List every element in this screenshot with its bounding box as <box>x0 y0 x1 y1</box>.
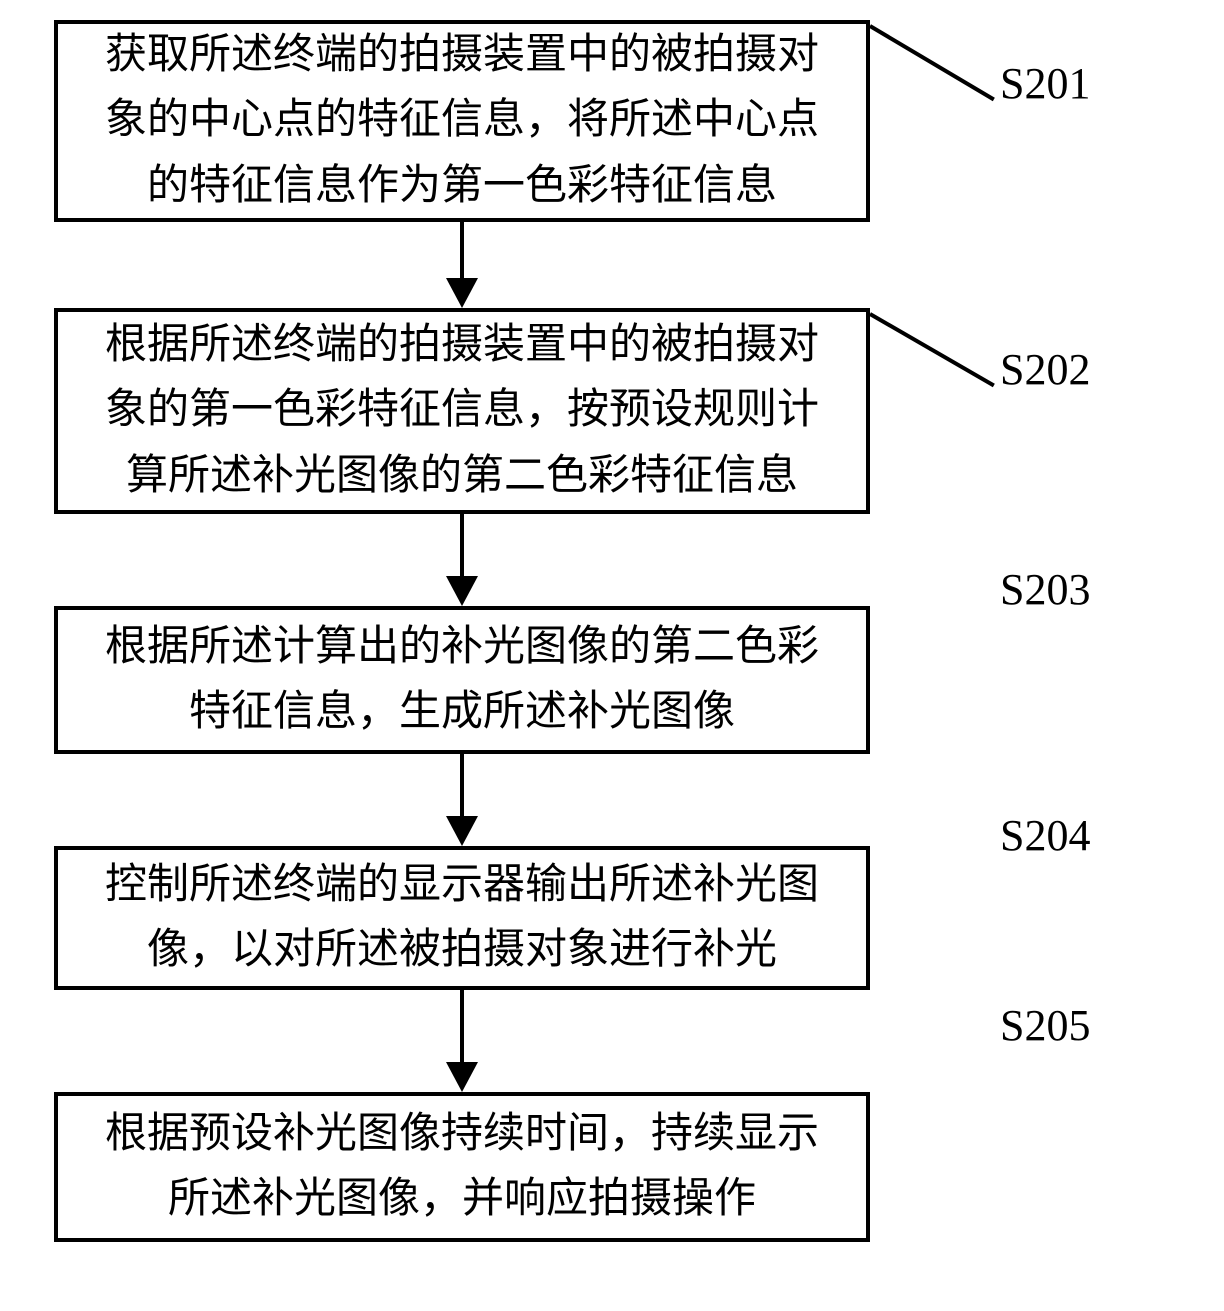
arrow-head-S202-S203 <box>446 576 478 606</box>
label-connector-S201 <box>869 24 995 101</box>
flowchart-canvas: 获取所述终端的拍摄装置中的被拍摄对象的中心点的特征信息，将所述中心点的特征信息作… <box>0 0 1224 1311</box>
flow-node-text: 根据所述计算出的补光图像的第二色彩特征信息，生成所述补光图像 <box>92 615 832 745</box>
flow-node-text: 获取所述终端的拍摄装置中的被拍摄对象的中心点的特征信息，将所述中心点的特征信息作… <box>92 23 832 218</box>
arrow-shaft-S202-S203 <box>460 514 464 576</box>
arrow-shaft-S203-S204 <box>460 754 464 816</box>
step-label-S204: S204 <box>1000 810 1090 861</box>
flow-node-text: 控制所述终端的显示器输出所述补光图像，以对所述被拍摄对象进行补光 <box>92 853 832 983</box>
flow-node-S203: 根据所述计算出的补光图像的第二色彩特征信息，生成所述补光图像 <box>54 606 870 754</box>
label-connector-S202 <box>869 312 995 387</box>
flow-node-S202: 根据所述终端的拍摄装置中的被拍摄对象的第一色彩特征信息，按预设规则计算所述补光图… <box>54 308 870 514</box>
arrow-head-S203-S204 <box>446 816 478 846</box>
step-label-S202: S202 <box>1000 344 1090 395</box>
flow-node-S201: 获取所述终端的拍摄装置中的被拍摄对象的中心点的特征信息，将所述中心点的特征信息作… <box>54 20 870 222</box>
flow-node-S204: 控制所述终端的显示器输出所述补光图像，以对所述被拍摄对象进行补光 <box>54 846 870 990</box>
flow-node-S205: 根据预设补光图像持续时间，持续显示所述补光图像，并响应拍摄操作 <box>54 1092 870 1242</box>
flow-node-text: 根据所述终端的拍摄装置中的被拍摄对象的第一色彩特征信息，按预设规则计算所述补光图… <box>92 313 832 508</box>
arrow-head-S201-S202 <box>446 278 478 308</box>
arrow-head-S204-S205 <box>446 1062 478 1092</box>
arrow-shaft-S201-S202 <box>460 222 464 278</box>
step-label-S201: S201 <box>1000 58 1090 109</box>
arrow-shaft-S204-S205 <box>460 990 464 1062</box>
flow-node-text: 根据预设补光图像持续时间，持续显示所述补光图像，并响应拍摄操作 <box>92 1102 832 1232</box>
step-label-S203: S203 <box>1000 564 1090 615</box>
step-label-S205: S205 <box>1000 1000 1090 1051</box>
